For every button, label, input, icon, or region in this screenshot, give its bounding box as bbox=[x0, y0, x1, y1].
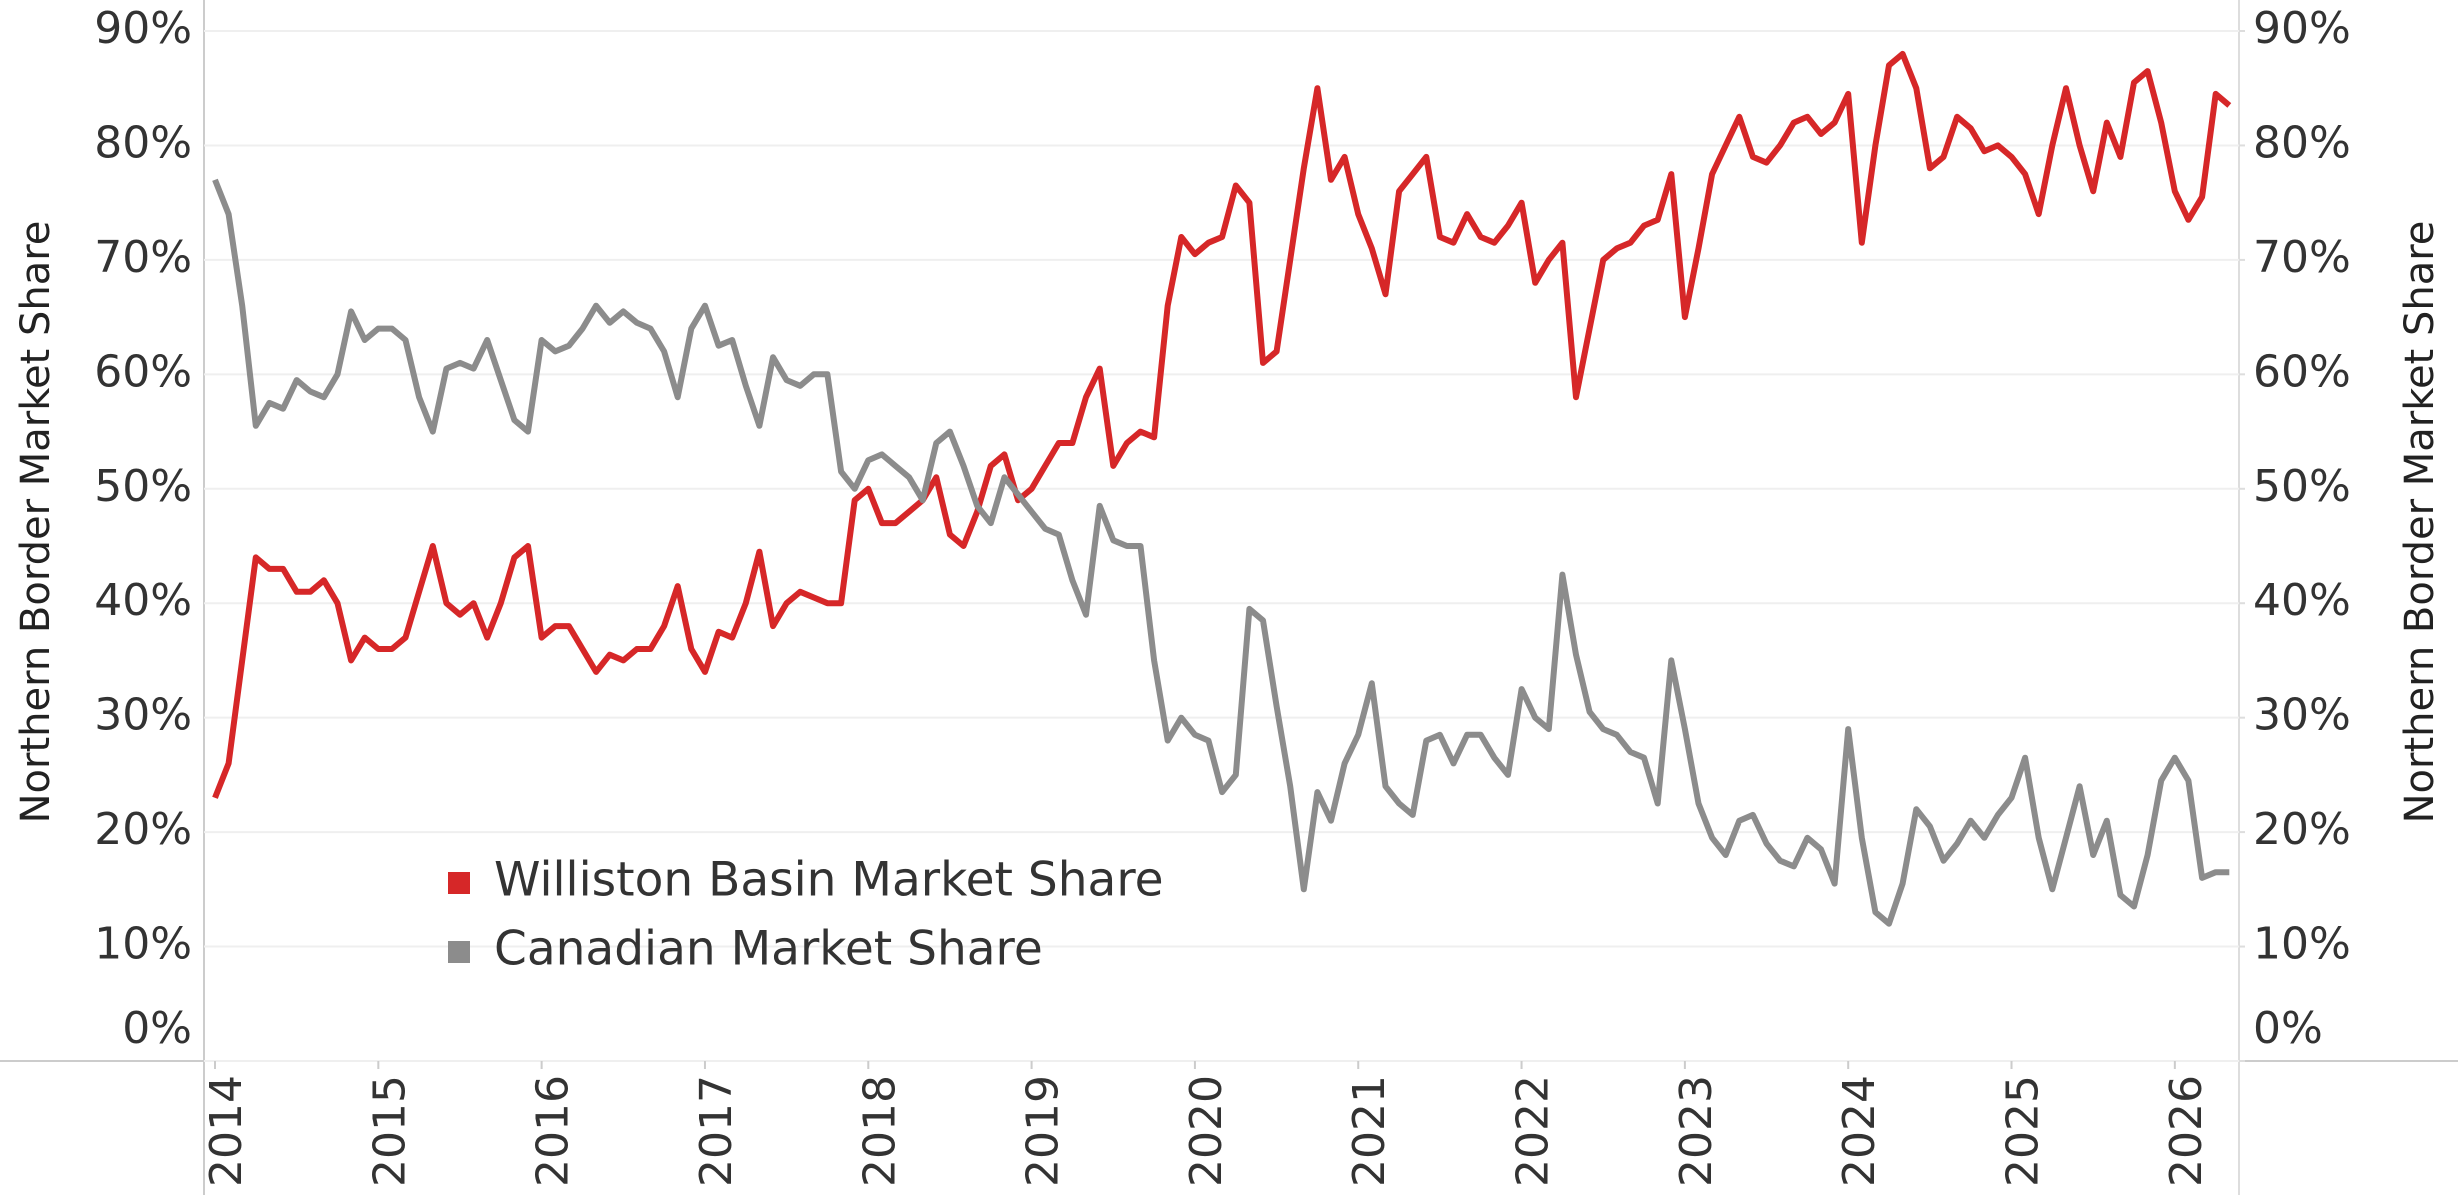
x-tick-label: 2022 bbox=[1508, 1075, 1559, 1187]
x-tick-label: 2023 bbox=[1671, 1075, 1722, 1187]
y-tick-label: 50% bbox=[94, 461, 192, 512]
y2-tick-label: 10% bbox=[2253, 919, 2351, 970]
y-axis-title: Northern Border Market Share bbox=[13, 221, 59, 824]
legend-label: Canadian Market Share bbox=[494, 922, 1043, 977]
x-tick-label: 2016 bbox=[528, 1075, 579, 1187]
y2-tick-label: 60% bbox=[2253, 346, 2351, 397]
x-tick-label: 2018 bbox=[854, 1075, 905, 1187]
legend-label: Williston Basin Market Share bbox=[494, 853, 1164, 908]
x-tick-label: 2015 bbox=[364, 1075, 415, 1187]
x-tick-label: 2019 bbox=[1018, 1075, 1069, 1187]
y-tick-label: 70% bbox=[94, 232, 192, 283]
x-tick-label: 2021 bbox=[1344, 1075, 1395, 1187]
y2-tick-label: 90% bbox=[2253, 3, 2351, 54]
x-tick-label: 2014 bbox=[201, 1075, 252, 1187]
y-tick-label: 40% bbox=[94, 575, 192, 626]
y2-axis-title: Northern Border Market Share bbox=[2397, 221, 2443, 824]
y-tick-label: 60% bbox=[94, 346, 192, 397]
y-tick-label: 10% bbox=[94, 919, 192, 970]
y-tick-label: 30% bbox=[94, 690, 192, 741]
y2-tick-label: 70% bbox=[2253, 232, 2351, 283]
x-tick-label: 2017 bbox=[691, 1075, 742, 1187]
x-tick-label: 2026 bbox=[2161, 1075, 2212, 1187]
y-tick-label: 90% bbox=[94, 3, 192, 54]
y2-tick-label: 30% bbox=[2253, 690, 2351, 741]
legend-swatch bbox=[448, 872, 470, 894]
x-tick-label: 2024 bbox=[1834, 1075, 1885, 1187]
y-tick-label: 80% bbox=[94, 117, 192, 168]
series-line bbox=[212, 50, 2232, 799]
y2-tick-label: 0% bbox=[2253, 1003, 2323, 1054]
y2-tick-label: 80% bbox=[2253, 117, 2351, 168]
y-tick-label: 20% bbox=[94, 804, 192, 855]
x-tick-label: 2025 bbox=[1998, 1075, 2049, 1187]
series-line bbox=[212, 178, 2230, 927]
y2-tick-label: 20% bbox=[2253, 804, 2351, 855]
x-tick-label: 2020 bbox=[1181, 1075, 1232, 1187]
y2-tick-label: 50% bbox=[2253, 461, 2351, 512]
y2-tick-label: 40% bbox=[2253, 575, 2351, 626]
y-tick-label: 0% bbox=[122, 1003, 192, 1054]
legend-swatch bbox=[448, 941, 470, 963]
